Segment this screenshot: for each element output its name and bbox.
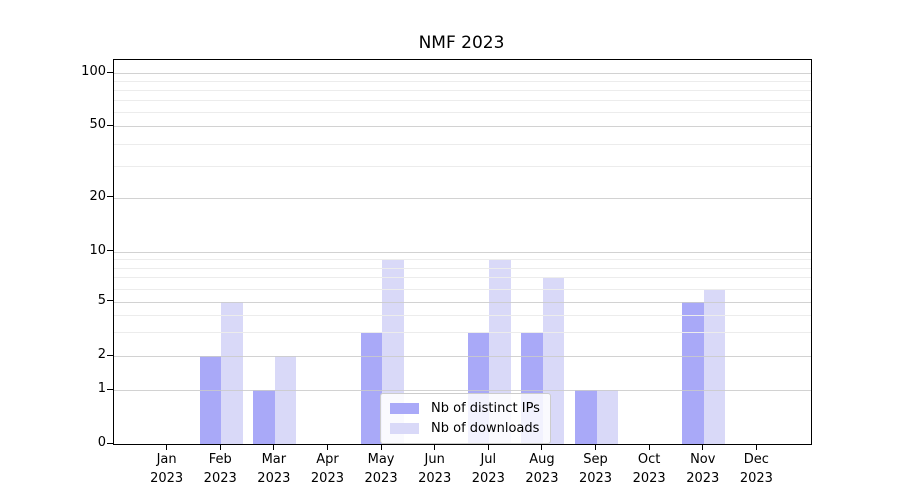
bar-downloads-sep <box>596 390 619 444</box>
x-tick-label: Dec 2023 <box>739 452 773 486</box>
bar-downloads-nov <box>703 288 726 444</box>
legend-label-downloads: Nb of downloads <box>431 421 540 436</box>
y-tick-mark <box>107 300 113 302</box>
y-tick-label: 0 <box>97 435 106 450</box>
bar-distinct-ips-may <box>360 332 383 444</box>
x-tick-mark <box>648 444 650 450</box>
legend-swatch-downloads <box>390 423 419 434</box>
y-tick-mark <box>107 71 113 73</box>
chart-title: NMF 2023 <box>418 33 505 53</box>
x-tick-label: Jul 2023 <box>471 452 505 486</box>
y-tick-mark <box>107 442 113 444</box>
plot-area: Nb of distinct IPs Nb of downloads <box>113 59 812 445</box>
x-tick-mark <box>326 444 328 450</box>
bar-downloads-mar <box>274 356 297 444</box>
x-tick-label: Jan 2023 <box>150 452 184 486</box>
x-tick-mark <box>166 444 168 450</box>
x-tick-mark <box>273 444 275 450</box>
x-tick-mark <box>541 444 543 450</box>
x-tick-label: May 2023 <box>364 452 398 486</box>
y-tick-mark <box>107 250 113 252</box>
bar-distinct-ips-nov <box>682 301 704 444</box>
x-tick-mark <box>702 444 704 450</box>
y-tick-label: 5 <box>97 292 106 308</box>
x-tick-mark <box>755 444 757 450</box>
x-tick-label: Aug 2023 <box>525 452 559 486</box>
legend-label-distinct-ips: Nb of distinct IPs <box>431 401 540 416</box>
y-tick-label: 50 <box>89 117 106 133</box>
bars-layer <box>114 60 811 444</box>
y-tick-mark <box>107 354 113 356</box>
y-tick-label: 100 <box>81 64 106 79</box>
x-tick-mark <box>434 444 436 450</box>
legend-item-downloads: Nb of downloads <box>390 421 540 436</box>
y-tick-mark <box>107 124 113 126</box>
bar-distinct-ips-sep <box>575 390 597 444</box>
x-tick-label: Feb 2023 <box>203 452 237 486</box>
y-tick-mark <box>107 196 113 198</box>
x-tick-mark <box>380 444 382 450</box>
y-tick-mark <box>107 388 113 390</box>
x-tick-label: Sep 2023 <box>578 452 613 486</box>
x-tick-mark <box>219 444 221 450</box>
x-tick-label: Nov 2023 <box>686 452 720 486</box>
y-tick-label: 1 <box>97 381 106 397</box>
legend-swatch-distinct-ips <box>390 403 419 414</box>
x-tick-label: Oct 2023 <box>632 452 666 486</box>
y-tick-label: 20 <box>89 188 106 204</box>
x-tick-mark <box>595 444 597 450</box>
bar-downloads-feb <box>221 301 243 444</box>
x-tick-label: Apr 2023 <box>310 452 344 486</box>
legend-item-distinct-ips: Nb of distinct IPs <box>390 401 540 416</box>
y-tick-label: 10 <box>89 242 106 258</box>
legend: Nb of distinct IPs Nb of downloads <box>380 393 551 444</box>
bar-distinct-ips-feb <box>199 356 222 444</box>
bar-distinct-ips-mar <box>253 390 275 444</box>
x-tick-mark <box>487 444 489 450</box>
x-tick-label: Jun 2023 <box>418 452 452 486</box>
x-tick-label: Mar 2023 <box>257 452 291 486</box>
y-tick-label: 2 <box>97 347 106 363</box>
